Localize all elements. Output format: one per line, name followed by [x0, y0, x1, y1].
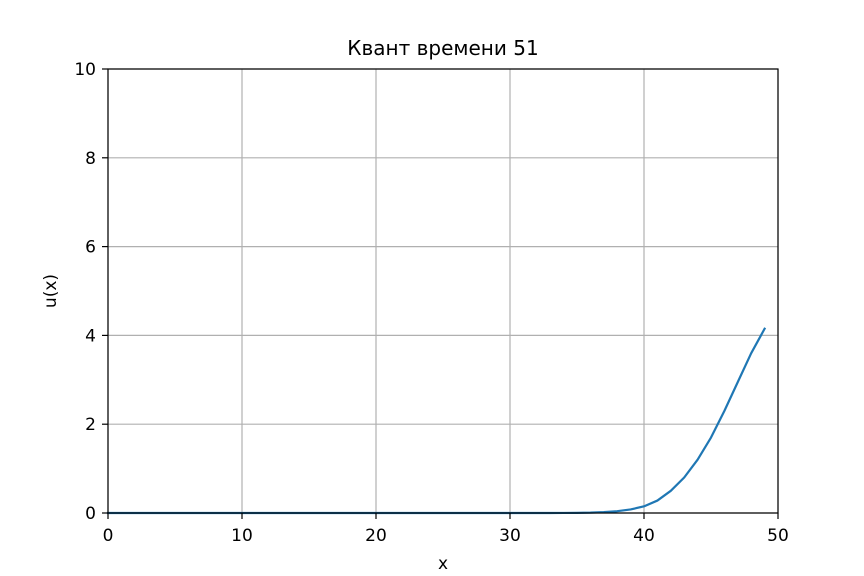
ticks: 0 10 20 30 40 50 0 2 4 6 8 10 — [74, 60, 788, 546]
x-tick-label: 20 — [365, 526, 387, 546]
grid — [107, 68, 779, 514]
plot-frame — [107, 68, 779, 514]
y-tick-label: 8 — [85, 149, 96, 169]
x-tick-label: 40 — [633, 526, 655, 546]
y-tick-label: 4 — [85, 326, 96, 346]
chart-title: Квант времени 51 — [347, 36, 538, 60]
x-tick-label: 50 — [767, 526, 789, 546]
x-tick-label: 10 — [231, 526, 253, 546]
y-tick-label: 0 — [85, 504, 96, 524]
y-tick-label: 6 — [85, 238, 96, 258]
x-tick-label: 30 — [499, 526, 521, 546]
series-line — [106, 327, 767, 515]
y-tick-label: 10 — [74, 60, 96, 80]
y-tick-label: 2 — [85, 415, 96, 435]
x-tick-label: 0 — [103, 526, 114, 546]
x-axis-label: x — [438, 554, 448, 574]
series-layer — [106, 327, 767, 515]
y-axis-label: u(x) — [41, 274, 61, 308]
